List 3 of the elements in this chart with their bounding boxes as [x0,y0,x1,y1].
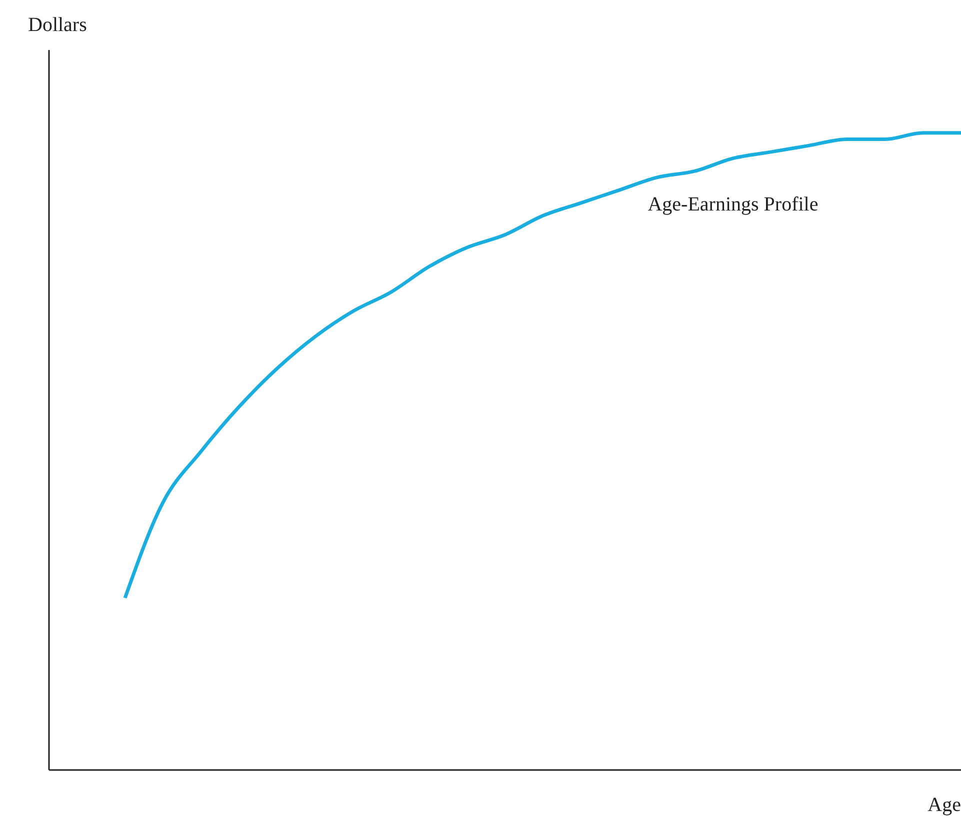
series-label: Age-Earnings Profile [648,193,818,216]
x-axis-title: Age [928,794,961,817]
y-axis-title: Dollars [28,14,87,37]
